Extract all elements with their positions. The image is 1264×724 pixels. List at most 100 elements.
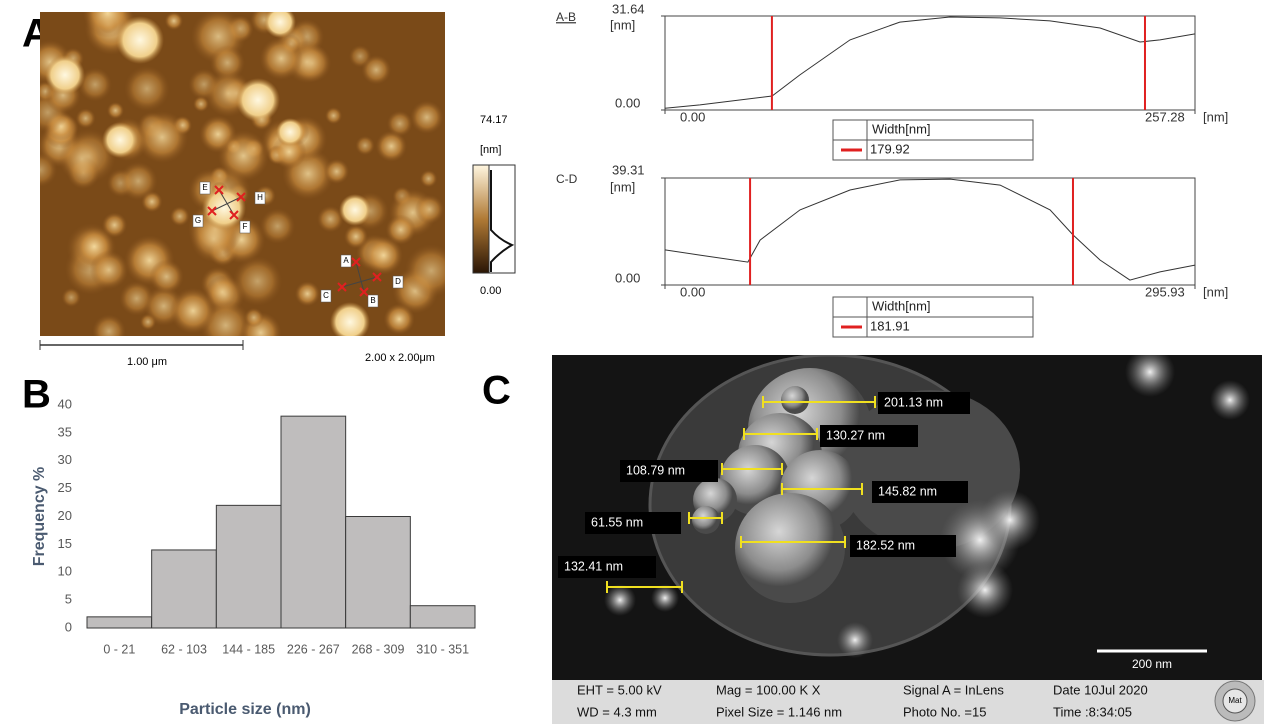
panel-label: B [22,373,51,417]
afm-grain [260,208,296,244]
x-tick-label: 257.28 [1145,109,1185,124]
measure-label: 132.41 nm [564,559,623,573]
figure: A B C 74.17 [nm] 0.00 1.00 μm 2.00 x 2.0… [0,0,1264,724]
bar [410,606,475,628]
y-tick-label: 0 [65,619,72,634]
afm-particle [236,78,280,122]
plot-frame [665,16,1195,110]
y-tick-label: 0.00 [615,95,640,110]
logo-text: Mat [1228,696,1242,705]
afm-grain [415,195,444,224]
afm-grain [355,136,374,155]
x-unit: [nm] [1203,284,1228,299]
page: A B C 74.17 [nm] 0.00 1.00 μm 2.00 x 2.0… [0,0,1264,724]
afm-grain [376,131,407,162]
afm-grain [344,225,368,249]
afm-grain [23,153,57,187]
x-tick-label: 310 - 351 [416,642,469,656]
x-tick-label: 0 - 21 [103,642,135,656]
x-tick-label: 62 - 103 [161,642,207,656]
table-header: Width[nm] [872,121,931,136]
y-tick-label: 5 [65,592,72,607]
afm-grain [165,12,183,30]
y-tick-label: 35 [58,424,72,439]
afm-particle [102,122,138,158]
x-tick-label: 295.93 [1145,284,1185,299]
y-tick-label: 0.00 [615,270,640,285]
x-tick-label: 268 - 309 [352,642,405,656]
measure-label: 61.55 nm [591,515,643,529]
afm-grain [384,303,415,334]
y-tick-label: 39.31 [612,162,645,177]
afm-grain [420,170,437,187]
x-tick-label: 226 - 267 [287,642,340,656]
y-tick-label: 10 [58,564,72,579]
afm-marker-label: B [370,296,375,305]
colorbar-min: 0.00 [480,285,501,297]
scale-bar-label: 1.00 μm [127,356,167,368]
y-tick-label: 20 [58,508,72,523]
x-axis-title: Particle size (nm) [179,701,311,718]
afm-grain [361,55,391,85]
y-unit: [nm] [610,179,635,194]
table-header: Width[nm] [872,298,931,313]
afm-marker-label: C [323,291,329,300]
afm-grain [324,159,349,184]
panel-label: C [482,369,511,413]
afm-particle [264,6,296,38]
sem-info: Time :8:34:05 [1053,704,1132,719]
y-tick-label: 30 [58,452,72,467]
afm-grain [92,314,126,348]
y-tick-label: 25 [58,480,72,495]
afm-grain [124,66,170,112]
afm-grain [205,275,239,309]
y-tick-label: 40 [58,396,72,411]
bar [216,505,281,628]
measure-label: 130.27 nm [826,428,885,442]
bar [87,617,152,628]
width-value: 181.91 [870,318,910,333]
afm-marker-label: H [257,193,263,202]
afm-grain [325,107,342,124]
afm-grain [410,101,444,135]
afm-marker-label: D [395,277,401,286]
bar [152,550,217,628]
profile-title: A-B [556,10,576,24]
afm-grain [233,256,283,306]
afm-particle [339,194,371,226]
width-value: 179.92 [870,141,910,156]
afm-marker-label: A [343,256,349,265]
afm-grain [386,215,416,245]
afm-grain [193,96,209,112]
afm-grain [149,259,183,293]
afm-grain [170,206,190,226]
measure-label: 182.52 nm [856,538,915,552]
sem-info: Mag = 100.00 K X [716,682,821,697]
y-tick-label: 15 [58,536,72,551]
sem-info: Date 10Jul 2020 [1053,682,1148,697]
afm-image [23,0,458,353]
y-axis-title: Frequency % [31,467,48,567]
profile-line [665,179,1195,280]
afm-particle [330,302,370,342]
measure-label: 145.82 nm [878,484,937,498]
afm-grain [260,37,303,80]
colorbar-max: 74.17 [480,114,508,126]
sem-info: EHT = 5.00 kV [577,682,662,697]
profile-line [665,17,1195,108]
y-unit: [nm] [610,17,635,32]
afm-grain [76,108,96,128]
sem-scale-label: 200 nm [1132,657,1172,671]
colorbar-unit: [nm] [480,144,501,156]
colorbar [473,165,489,273]
measure-label: 201.13 nm [884,395,943,409]
afm-grain [107,102,124,119]
y-tick-label: 31.64 [612,1,645,16]
afm-marker-label: G [195,216,201,225]
bar [281,416,346,628]
x-tick-label: 0.00 [680,109,705,124]
afm-particle [276,118,304,146]
afm-marker-label: F [243,222,248,231]
x-tick-label: 0.00 [680,284,705,299]
sem-info: Signal A = InLens [903,682,1004,697]
